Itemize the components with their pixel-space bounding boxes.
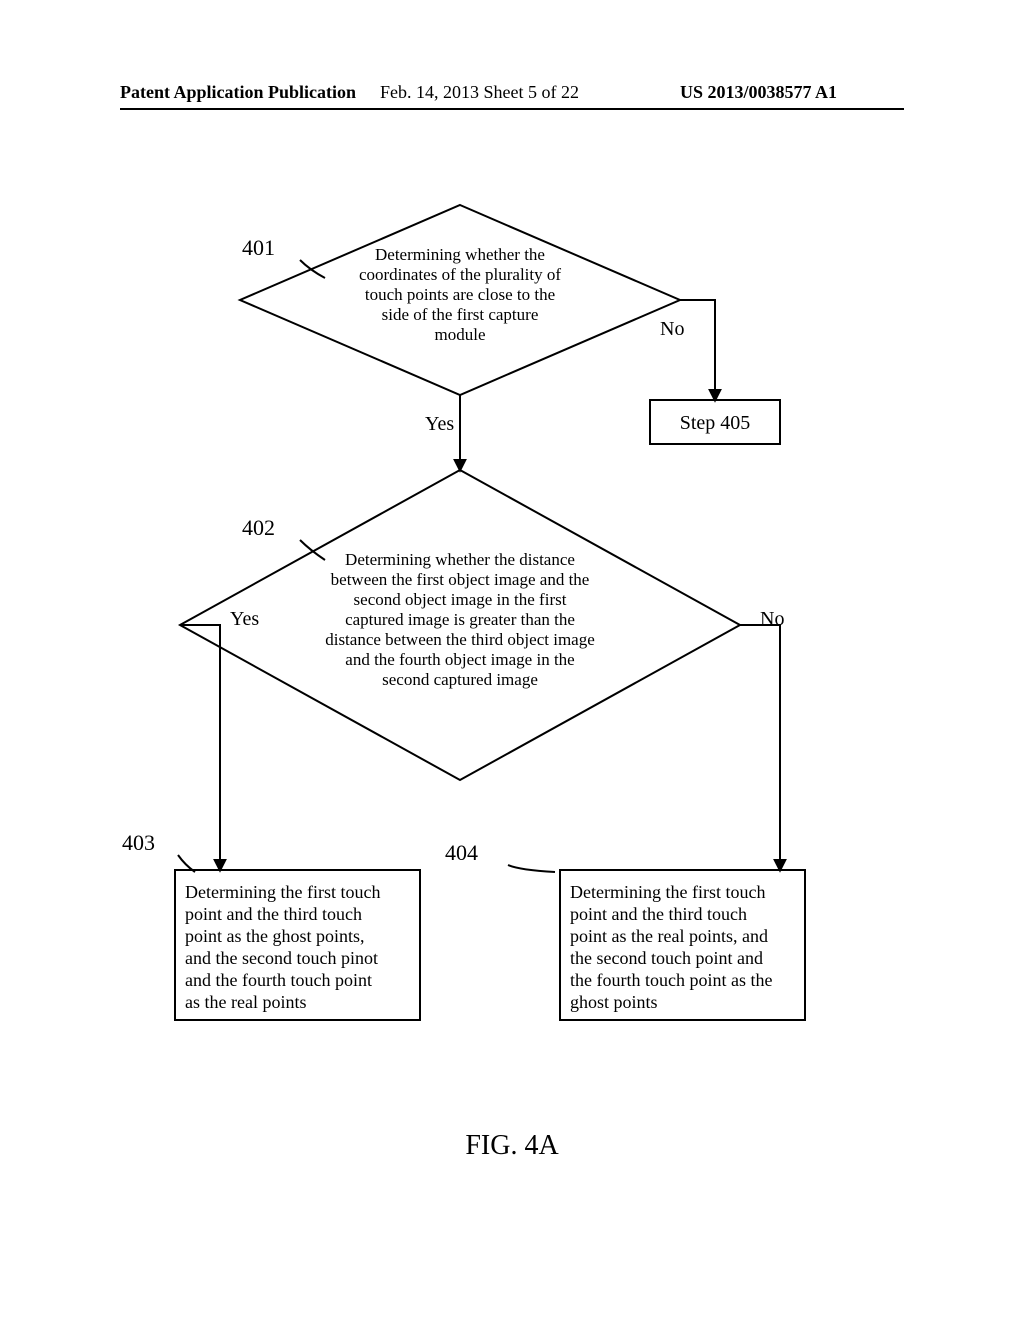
- decision-text: coordinates of the plurality of: [359, 265, 561, 284]
- process-text: Determining the first touch: [570, 882, 765, 902]
- process-text: and the fourth touch point: [185, 970, 372, 990]
- decision-text: Determining whether the distance: [345, 550, 575, 569]
- ref-label: 404: [445, 840, 478, 865]
- process-text: point and the third touch: [570, 904, 747, 924]
- edge-label: Yes: [230, 608, 259, 630]
- decision-text: second object image in the first: [354, 590, 567, 609]
- decision-text: second captured image: [382, 670, 538, 689]
- decision-text: Determining whether the: [375, 245, 545, 264]
- ref-label: 401: [242, 235, 275, 260]
- flowchart: Determining whether thecoordinates of th…: [0, 150, 1024, 1130]
- edge: [740, 625, 780, 870]
- figure-caption: FIG. 4A: [0, 1130, 1024, 1162]
- process-text: and the second touch pinot: [185, 948, 378, 968]
- process-text: point and the third touch: [185, 904, 362, 924]
- process-text: the fourth touch point as the: [570, 970, 772, 990]
- decision-text: between the first object image and the: [331, 570, 590, 589]
- process-text: Determining the first touch: [185, 882, 380, 902]
- process-text: Step 405: [680, 412, 751, 434]
- edge: [680, 300, 715, 400]
- process-text: point as the ghost points,: [185, 926, 365, 946]
- process-text: ghost points: [570, 992, 658, 1012]
- decision-text: side of the first capture: [382, 305, 539, 324]
- header-right: US 2013/0038577 A1: [680, 82, 837, 103]
- page: Patent Application Publication Feb. 14, …: [0, 0, 1024, 1320]
- decision-text: captured image is greater than the: [345, 610, 575, 629]
- edge: [180, 625, 220, 870]
- edge-label: Yes: [425, 413, 454, 435]
- process-text: point as the real points, and: [570, 926, 768, 946]
- header-left: Patent Application Publication: [120, 82, 356, 103]
- header-center: Feb. 14, 2013 Sheet 5 of 22: [380, 82, 579, 103]
- decision-text: touch points are close to the: [365, 285, 555, 304]
- decision-text: and the fourth object image in the: [345, 650, 574, 669]
- decision-text: module: [435, 325, 486, 344]
- ref-label: 402: [242, 515, 275, 540]
- edge-label: No: [660, 318, 684, 340]
- header-rule: [120, 108, 904, 110]
- ref-label: 403: [122, 830, 155, 855]
- process-text: as the real points: [185, 992, 306, 1012]
- edge: [508, 865, 555, 872]
- decision-text: distance between the third object image: [325, 630, 595, 649]
- edge-label: No: [760, 608, 784, 630]
- process-text: the second touch point and: [570, 948, 763, 968]
